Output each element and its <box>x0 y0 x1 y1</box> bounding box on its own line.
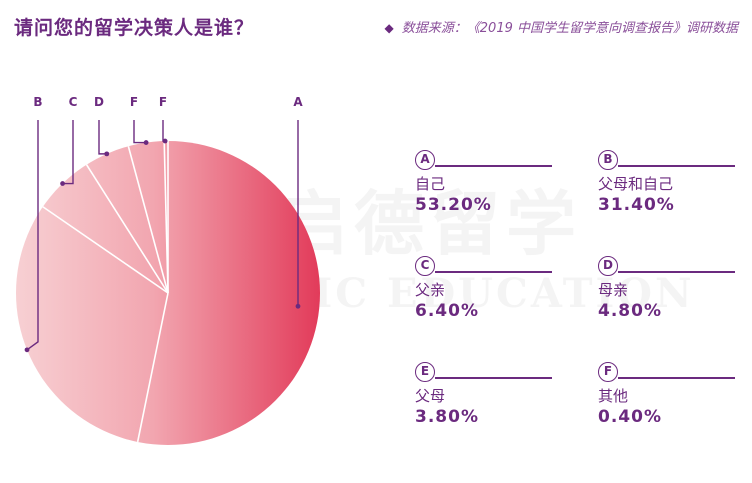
pie-callout-dot <box>104 151 110 157</box>
pie-callout-f: F <box>159 95 168 144</box>
legend-badge-a: A <box>415 150 435 170</box>
legend-value-c: 6.40% <box>415 301 479 321</box>
legend-item-e: E 父母 3.80% <box>415 362 555 448</box>
pie-callout-line <box>62 120 74 185</box>
pie-slice-boundary-b <box>136 292 169 443</box>
legend-item-d: D 母亲 4.80% <box>598 256 738 342</box>
legend-label-f: 其他 <box>598 387 629 405</box>
pie-callout-a: A <box>293 95 303 309</box>
legend-item-f: F 其他 0.40% <box>598 362 738 448</box>
legend-label-e: 父母 <box>415 387 446 405</box>
pie-slice-boundary-f <box>163 141 169 294</box>
legend-value-d: 4.80% <box>598 301 662 321</box>
pie-callout-line <box>133 120 147 144</box>
pie-callout-line <box>26 120 39 351</box>
pie-callout-d: D <box>94 95 110 157</box>
legend-item-b: B 父母和自己 31.40% <box>598 150 738 236</box>
pie-callout-f: F <box>130 95 149 145</box>
legend-label-b: 父母和自己 <box>598 175 674 193</box>
pie-callout-b: B <box>24 95 43 353</box>
legend-rule <box>435 377 552 379</box>
pie-slice-boundary-d <box>85 164 169 294</box>
pie-callout-label: C <box>69 95 78 109</box>
pie-callout-label: D <box>94 95 104 109</box>
chart-title: 请问您的留学决策人是谁？ <box>14 17 255 39</box>
legend-badge-f: F <box>598 362 618 382</box>
pie-callout-dot <box>143 140 149 145</box>
legend-rule <box>618 377 735 379</box>
legend-rule <box>618 271 735 273</box>
legend-rule <box>435 271 552 273</box>
pie-callout-label: F <box>159 95 167 109</box>
diamond-icon: ◆ <box>384 21 394 35</box>
legend-item-c: C 父亲 6.40% <box>415 256 555 342</box>
pie-callout-label: A <box>293 95 303 109</box>
legend-badge-e: E <box>415 362 435 382</box>
pie-slice-boundary-e <box>127 146 169 294</box>
legend-badge-b: B <box>598 150 618 170</box>
legend-value-a: 53.20% <box>415 195 492 215</box>
legend-rule <box>435 165 552 167</box>
legend-item-a: A 自己 53.20% <box>415 150 555 236</box>
pie-slice-boundary-c <box>42 206 169 294</box>
legend-badge-c: C <box>415 256 435 276</box>
legend-label-a: 自己 <box>415 175 446 193</box>
pie-callout-label: F <box>130 95 138 109</box>
pie-callout-c: C <box>60 95 78 186</box>
legend-value-f: 0.40% <box>598 407 662 427</box>
legend-label-d: 母亲 <box>598 281 629 299</box>
pie-callout-line <box>98 120 107 155</box>
legend-value-b: 31.40% <box>598 195 675 215</box>
pie-callout-dot <box>60 181 65 186</box>
legend-badge-d: D <box>598 256 618 276</box>
legend-label-c: 父亲 <box>415 281 446 299</box>
pie-callout-label: B <box>33 95 42 109</box>
legend-rule <box>618 165 735 167</box>
pie-callout-dot <box>24 347 30 353</box>
data-source-text: 数据来源：《2019 中国学生留学意向调查报告》调研数据 <box>401 21 738 36</box>
pie-callout-dot <box>162 138 168 144</box>
data-source: ◆ 数据来源：《2019 中国学生留学意向调查报告》调研数据 <box>385 17 738 36</box>
pie-callout-line <box>162 120 166 142</box>
pie-callout-dot <box>295 303 301 309</box>
legend-value-e: 3.80% <box>415 407 479 427</box>
